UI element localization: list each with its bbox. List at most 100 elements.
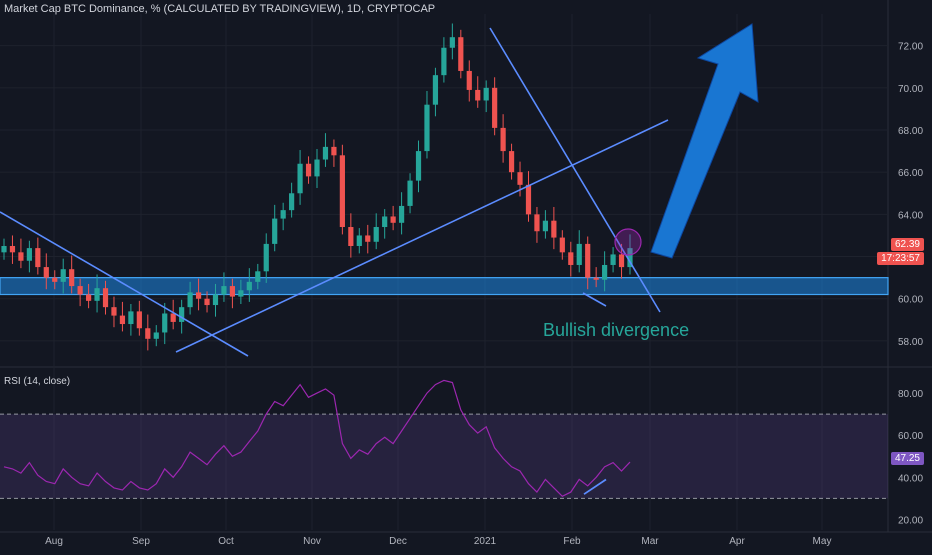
candle-body xyxy=(568,252,574,265)
candle-body xyxy=(136,311,142,329)
time-tick-label: Nov xyxy=(303,536,321,547)
candle-body xyxy=(483,87,489,101)
time-tick-label: Feb xyxy=(563,536,581,547)
descending-trendline-left xyxy=(0,211,249,357)
rsi-tick-label: 20.00 xyxy=(898,515,923,526)
candle-body xyxy=(458,37,464,71)
candle-body xyxy=(26,248,32,261)
candle-body xyxy=(170,313,176,322)
price-tick-label: 70.00 xyxy=(898,84,923,95)
support-zone xyxy=(0,277,889,296)
candle-body xyxy=(187,292,193,308)
candle-body xyxy=(60,269,66,282)
candle-body xyxy=(415,151,422,181)
highlight-circle xyxy=(614,228,642,256)
candle-body xyxy=(348,227,354,246)
candle-body xyxy=(35,248,41,268)
candle-countdown-badge: 17:23:57 xyxy=(877,252,924,265)
time-tick-label: Aug xyxy=(45,536,63,547)
ascending-trendline xyxy=(175,119,669,353)
price-tick-label: 64.00 xyxy=(898,210,923,221)
price-tick-label: 72.00 xyxy=(898,42,923,53)
price-tick-label: 68.00 xyxy=(898,126,923,137)
candle-body xyxy=(145,328,151,339)
time-tick-label: Oct xyxy=(218,536,234,547)
candle-body xyxy=(111,307,117,316)
support-zone-layer xyxy=(0,277,889,296)
time-tick-label: 2021 xyxy=(474,536,497,547)
candle-body xyxy=(424,104,430,152)
rsi-layer xyxy=(0,379,888,499)
bullish-divergence-annotation[interactable]: Bullish divergence xyxy=(543,320,690,340)
candle-body xyxy=(373,227,379,242)
candle-body xyxy=(466,70,472,90)
candle-body xyxy=(593,277,599,280)
candle-body xyxy=(162,313,168,333)
candle-body xyxy=(9,246,16,253)
candle-body xyxy=(500,127,506,152)
candle-body xyxy=(1,246,7,253)
candle-body xyxy=(94,288,100,301)
candle-body xyxy=(18,252,24,261)
candle-body xyxy=(534,214,540,232)
candle-body xyxy=(432,75,439,105)
candle-body xyxy=(314,159,320,177)
candle-body xyxy=(153,332,159,339)
rsi-tick-label: 60.00 xyxy=(898,431,923,442)
drawing-tools-layer xyxy=(0,23,759,357)
candle-body xyxy=(77,286,83,295)
descending-trendline-right xyxy=(489,27,661,313)
candle-body xyxy=(195,292,202,299)
candle-body xyxy=(263,243,269,272)
candle-body xyxy=(492,87,498,128)
candle-body xyxy=(179,307,185,322)
divergence-rsi-line xyxy=(583,478,607,495)
candle-body xyxy=(449,37,455,48)
candle-body xyxy=(102,288,109,308)
time-tick-label: Apr xyxy=(729,536,745,547)
candle-body xyxy=(365,235,371,242)
candle-body xyxy=(542,220,549,232)
rsi-tick-label: 80.00 xyxy=(898,389,923,400)
candle-body xyxy=(585,243,591,278)
candle-body xyxy=(475,89,481,101)
candle-body xyxy=(390,216,396,223)
candle-body xyxy=(255,271,261,282)
candle-body xyxy=(382,216,388,228)
candle-body xyxy=(85,294,92,301)
candle-body xyxy=(525,184,532,215)
candle-body xyxy=(289,193,295,211)
time-tick-label: Sep xyxy=(132,536,150,547)
candle-body xyxy=(204,298,210,306)
candle-body xyxy=(52,277,58,282)
candle-body xyxy=(508,151,515,173)
candle-body xyxy=(627,248,633,268)
axis-layer: 72.0070.0068.0066.0064.0062.0060.0058.00… xyxy=(45,42,923,547)
price-tick-label: 60.00 xyxy=(898,295,923,306)
candle-body xyxy=(246,281,252,291)
candle-body xyxy=(398,205,405,223)
candle-body xyxy=(119,315,126,325)
candle-body xyxy=(69,269,75,287)
candle-body xyxy=(297,163,303,194)
candle-body xyxy=(618,254,625,268)
candle-body xyxy=(610,254,616,265)
price-tick-label: 58.00 xyxy=(898,337,923,348)
time-tick-label: May xyxy=(813,536,832,547)
candles-layer xyxy=(1,23,633,351)
time-tick-label: Mar xyxy=(641,536,659,547)
candle-body xyxy=(407,180,413,206)
bullish-arrow-icon xyxy=(650,23,759,259)
candle-body xyxy=(331,146,337,156)
rsi-current-badge: 47.25 xyxy=(890,452,924,465)
current-price-badge: 62.39 xyxy=(890,238,924,251)
candle-body xyxy=(221,286,227,295)
candle-body xyxy=(576,243,582,265)
candle-body xyxy=(229,286,236,297)
candle-body xyxy=(322,146,329,160)
candle-body xyxy=(305,163,312,177)
rsi-indicator-label[interactable]: RSI (14, close) xyxy=(4,376,71,387)
candle-body xyxy=(551,220,557,238)
